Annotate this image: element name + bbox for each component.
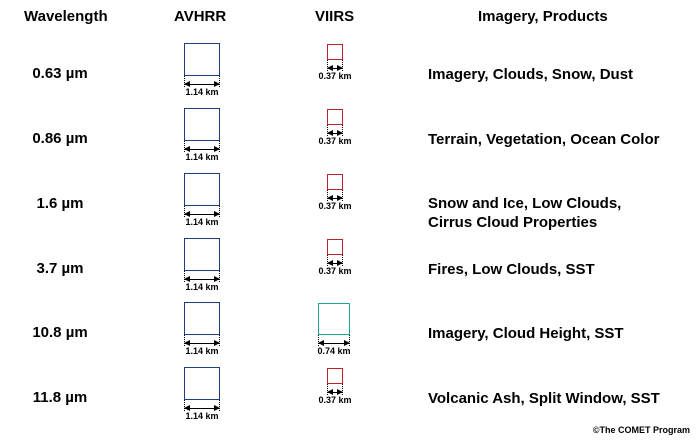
avhrr-dim-arrow bbox=[184, 211, 220, 217]
products-line: Volcanic Ash, Split Window, SST bbox=[428, 390, 660, 407]
viirs-pixel-box bbox=[318, 303, 350, 335]
viirs-dim-label: 0.37 km bbox=[318, 266, 352, 276]
products-text: Fires, Low Clouds, SST bbox=[428, 260, 595, 279]
products-text: Imagery, Cloud Height, SST bbox=[428, 324, 624, 343]
products-text: Imagery, Clouds, Snow, Dust bbox=[428, 65, 633, 84]
avhrr-dim-label: 1.14 km bbox=[185, 411, 219, 421]
wavelength-label: 3.7 µm bbox=[36, 260, 84, 277]
avhrr-dim-label: 1.14 km bbox=[185, 346, 219, 356]
products-text: Volcanic Ash, Split Window, SST bbox=[428, 389, 660, 408]
viirs-dim-label: 0.74 km bbox=[317, 346, 351, 356]
avhrr-pixel-box bbox=[184, 367, 220, 400]
products-text: Snow and Ice, Low Clouds, Cirrus Cloud Pr… bbox=[428, 194, 621, 232]
products-line: Imagery, Cloud Height, SST bbox=[428, 325, 624, 342]
viirs-dim-arrow bbox=[327, 260, 343, 266]
viirs-dim-arrow bbox=[327, 389, 343, 395]
avhrr-dim-arrow bbox=[184, 405, 220, 411]
avhrr-pixel-box bbox=[184, 173, 220, 206]
products-line: Imagery, Clouds, Snow, Dust bbox=[428, 66, 634, 83]
credit: ©The COMET Program bbox=[592, 425, 690, 435]
avhrr-pixel-box bbox=[184, 43, 220, 76]
avhrr-dim-label: 1.14 km bbox=[185, 152, 219, 162]
header-viirs: VIIRS bbox=[315, 8, 355, 25]
avhrr-dim-arrow bbox=[184, 276, 220, 282]
viirs-dim-arrow bbox=[327, 65, 343, 71]
viirs-pixel-box bbox=[327, 109, 343, 125]
viirs-pixel-box bbox=[327, 174, 343, 190]
viirs-dim-arrow bbox=[318, 340, 350, 346]
viirs-dim-arrow bbox=[327, 130, 343, 136]
avhrr-pixel-box bbox=[184, 238, 220, 271]
wavelength-label: 10.8 µm bbox=[32, 324, 88, 341]
avhrr-dim-arrow bbox=[184, 146, 220, 152]
viirs-pixel-box bbox=[327, 239, 343, 255]
viirs-dim-arrow bbox=[327, 195, 343, 201]
viirs-dim-label: 0.37 km bbox=[318, 201, 352, 211]
avhrr-dim-label: 1.14 km bbox=[185, 87, 219, 97]
viirs-dim-label: 0.37 km bbox=[318, 136, 352, 146]
viirs-pixel-box bbox=[327, 44, 343, 60]
products-text: Terrain, Vegetation, Ocean Color bbox=[428, 130, 659, 149]
avhrr-dim-label: 1.14 km bbox=[185, 217, 219, 227]
wavelength-label: 1.6 µm bbox=[36, 195, 84, 212]
viirs-dim-label: 0.37 km bbox=[318, 71, 352, 81]
avhrr-pixel-box bbox=[184, 108, 220, 141]
products-line: Fires, Low Clouds, SST bbox=[428, 261, 595, 278]
header-products: Imagery, Products bbox=[478, 8, 608, 25]
products-line: Cirrus Cloud Properties bbox=[428, 214, 598, 231]
header-avhrr: AVHRR bbox=[174, 8, 227, 25]
avhrr-pixel-box bbox=[184, 302, 220, 335]
viirs-dim-label: 0.37 km bbox=[318, 395, 352, 405]
avhrr-dim-arrow bbox=[184, 81, 220, 87]
avhrr-dim-arrow bbox=[184, 340, 220, 346]
products-line: Snow and Ice, Low Clouds, bbox=[428, 195, 622, 212]
wavelength-label: 0.63 µm bbox=[32, 65, 88, 82]
wavelength-label: 11.8 µm bbox=[32, 389, 88, 406]
avhrr-dim-label: 1.14 km bbox=[185, 282, 219, 292]
wavelength-label: 0.86 µm bbox=[32, 130, 88, 147]
header-wavelength: Wavelength bbox=[24, 8, 108, 25]
viirs-pixel-box bbox=[327, 368, 343, 384]
products-line: Terrain, Vegetation, Ocean Color bbox=[428, 131, 660, 148]
